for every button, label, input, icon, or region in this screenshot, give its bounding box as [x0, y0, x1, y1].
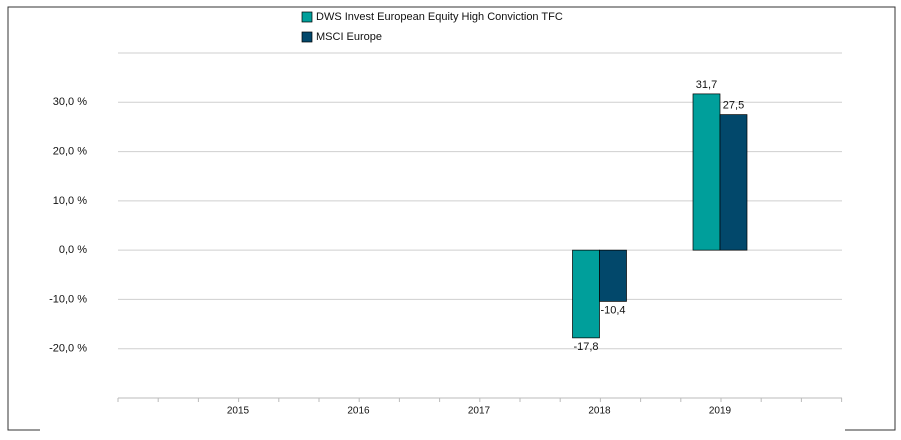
legend-label: MSCI Europe [316, 31, 382, 43]
legend-label: DWS Invest European Equity High Convicti… [316, 11, 563, 23]
x-tick-label: 2018 [588, 406, 611, 417]
bar [572, 249, 600, 339]
y-tick-label: 0,0 % [59, 244, 87, 256]
y-tick-label: -20,0 % [49, 343, 87, 355]
bar [692, 93, 721, 251]
frame [7, 6, 896, 431]
frame-gap [40, 426, 845, 434]
y-tick-label: 10,0 % [53, 195, 87, 207]
x-tick-label: 2016 [347, 406, 370, 417]
bar [719, 114, 748, 251]
x-tick-label: 2015 [227, 406, 250, 417]
value-label: -10,4 [600, 304, 625, 316]
legend-swatch [301, 11, 313, 23]
value-label: 31,7 [696, 79, 717, 91]
y-tick-label: 20,0 % [53, 145, 87, 157]
x-tick-label: 2017 [468, 406, 491, 417]
y-tick-label: -10,0 % [49, 293, 87, 305]
y-tick-label: 30,0 % [53, 96, 87, 108]
legend-swatch [301, 31, 313, 43]
value-label: -17,8 [573, 341, 598, 353]
x-tick-label: 2019 [709, 406, 732, 417]
bar [599, 249, 627, 302]
value-label: 27,5 [723, 100, 744, 112]
